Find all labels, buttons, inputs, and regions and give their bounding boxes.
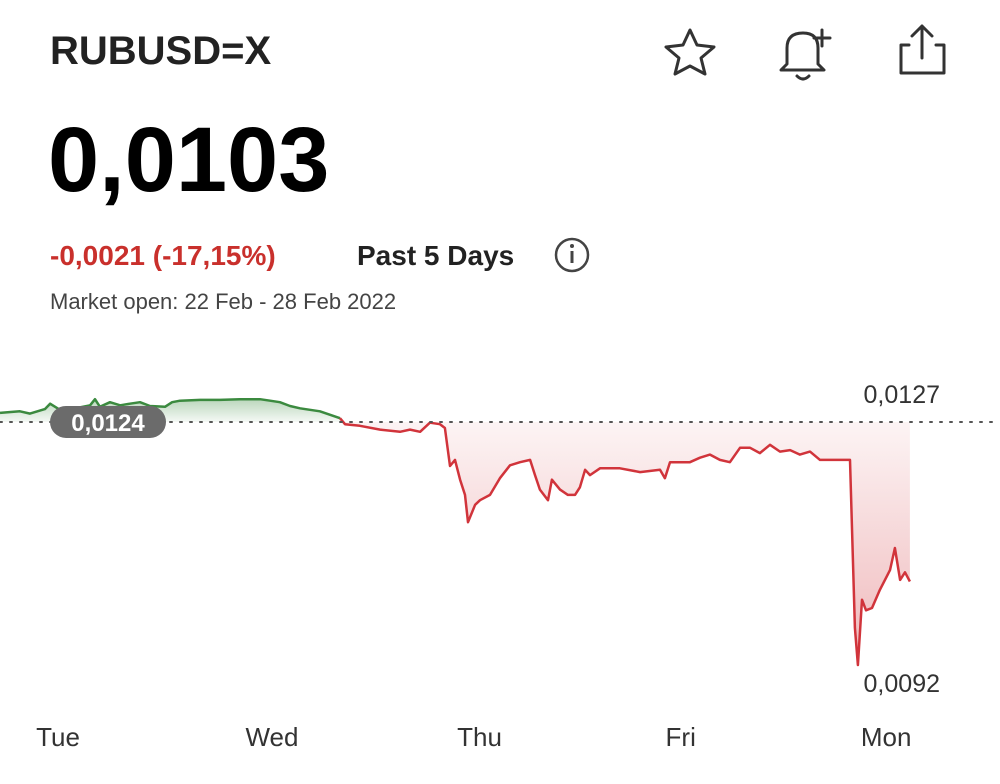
low-label: 0,0092 — [864, 670, 940, 698]
reference-label: 0,0124 — [71, 410, 145, 437]
high-label: 0,0127 — [864, 381, 940, 409]
down-area — [340, 418, 910, 665]
chart: 0,0124 0,0127 0,0092 Tue Wed Thu Fri Mon — [0, 381, 1000, 752]
x-tick-label: Tue — [36, 722, 80, 752]
ticker-title: RUBUSD=X — [50, 29, 271, 73]
info-button[interactable] — [554, 237, 590, 273]
x-tick-label: Thu — [457, 722, 502, 752]
x-tick-label: Mon — [861, 722, 912, 752]
price: 0,0103 — [48, 109, 329, 211]
alert-button[interactable] — [779, 28, 832, 81]
period: Past 5 Days — [357, 240, 514, 271]
down-line — [339, 417, 912, 667]
reference-pill — [50, 405, 166, 438]
market-status: Market open: 22 Feb - 28 Feb 2022 — [50, 289, 396, 314]
up-line — [0, 397, 341, 420]
star-button[interactable] — [664, 28, 716, 76]
price-change: -0,0021 (-17,15%) — [50, 240, 276, 271]
share-button[interactable] — [899, 24, 946, 75]
x-tick-label: Wed — [245, 722, 298, 752]
x-tick-label: Fri — [666, 722, 696, 752]
